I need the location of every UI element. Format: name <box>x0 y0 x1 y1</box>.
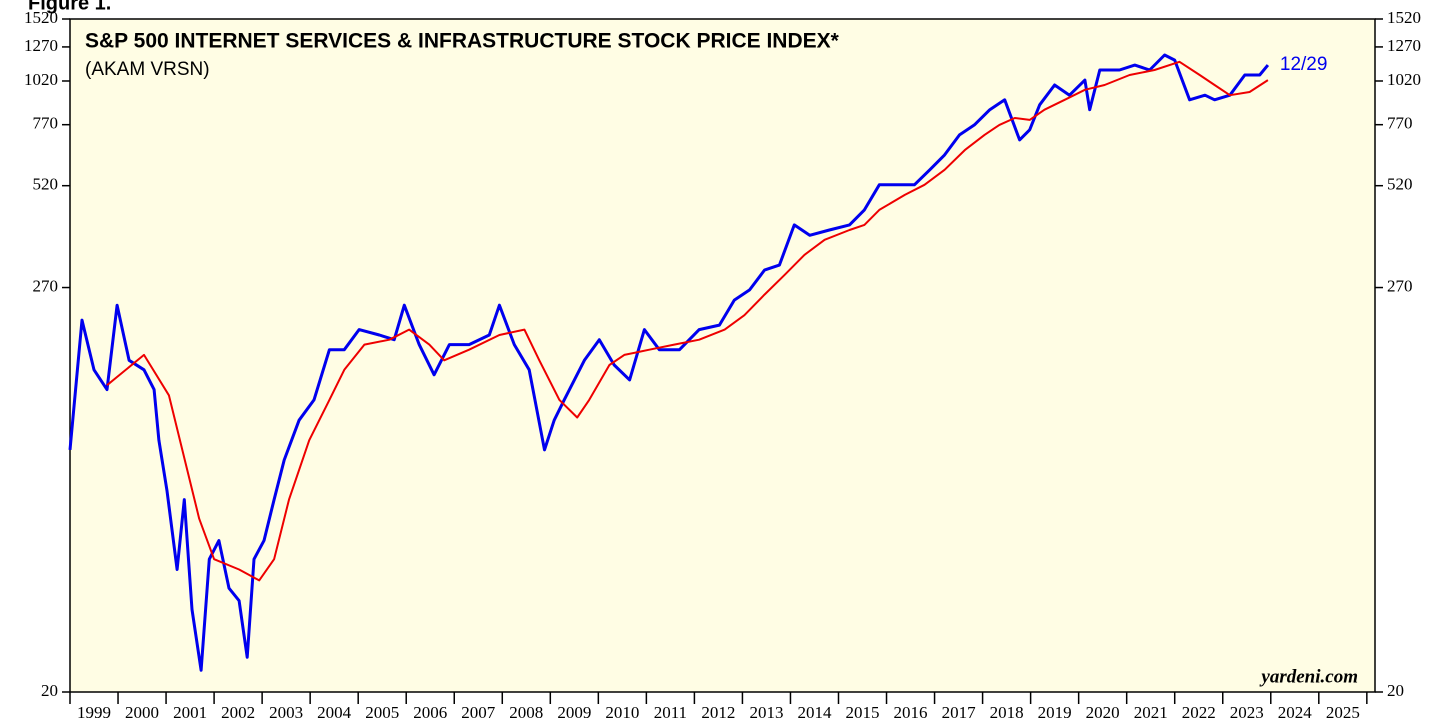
x-tick-label: 2000 <box>125 703 159 721</box>
y2-tick-label: 520 <box>1387 175 1413 194</box>
y-tick-label: 770 <box>33 114 59 133</box>
x-tick-label: 2002 <box>221 703 255 721</box>
y2-tick-label: 1270 <box>1387 36 1421 55</box>
x-tick-label: 2004 <box>317 703 352 721</box>
x-tick-label: 2018 <box>990 703 1024 721</box>
y2-tick-label: 770 <box>1387 114 1413 133</box>
y2-tick-label: 270 <box>1387 276 1413 295</box>
x-tick-label: 2012 <box>701 703 735 721</box>
x-tick-label: 2015 <box>846 703 880 721</box>
line-series <box>106 60 1269 582</box>
x-tick-label: 2024 <box>1278 703 1313 721</box>
source: yardeni.com <box>1259 666 1358 687</box>
x-tick-label: 2003 <box>269 703 303 721</box>
x-tick-label: 2010 <box>605 703 639 721</box>
plot-area <box>69 18 1376 693</box>
y2-tick-label: 1020 <box>1387 70 1421 89</box>
chart-subtitle: (AKAM VRSN) <box>85 59 210 80</box>
x-tick-label: 2022 <box>1182 703 1216 721</box>
y-tick-label: 20 <box>41 681 58 700</box>
end-label: 12/29 <box>1280 54 1328 75</box>
x-tick-label: 2016 <box>894 703 928 721</box>
x-tick-label: 2011 <box>654 703 687 721</box>
x-tick-label: 2009 <box>557 703 591 721</box>
x-tick-label: 2021 <box>1134 703 1168 721</box>
y-tick-label: 520 <box>33 175 59 194</box>
x-tick-label: 2014 <box>797 703 832 721</box>
y2-tick-label: 20 <box>1387 681 1404 700</box>
x-tick-label: 2025 <box>1326 703 1360 721</box>
x-tick-label: 2006 <box>413 703 447 721</box>
x-tick-label: 2013 <box>749 703 783 721</box>
x-tick-label: 1999 <box>77 703 111 721</box>
x-tick-label: 2008 <box>509 703 543 721</box>
x-tick-label: 2019 <box>1038 703 1072 721</box>
figure-label: Figure 1. <box>28 0 111 14</box>
y-tick-label: 1520 <box>24 8 58 27</box>
chart-title: S&P 500 INTERNET SERVICES & INFRASTRUCTU… <box>85 30 840 53</box>
x-tick-label: 2023 <box>1230 703 1264 721</box>
y-tick-label: 1020 <box>24 70 58 89</box>
y2-tick-label: 1520 <box>1387 8 1421 27</box>
y-tick-label: 1270 <box>24 36 58 55</box>
x-tick-label: 2017 <box>942 703 977 721</box>
line-series <box>68 53 1270 672</box>
x-tick-label: 2020 <box>1086 703 1120 721</box>
x-tick-label: 2001 <box>173 703 207 721</box>
x-tick-label: 2005 <box>365 703 399 721</box>
x-tick-label: 2007 <box>461 703 496 721</box>
y-tick-label: 270 <box>33 276 59 295</box>
